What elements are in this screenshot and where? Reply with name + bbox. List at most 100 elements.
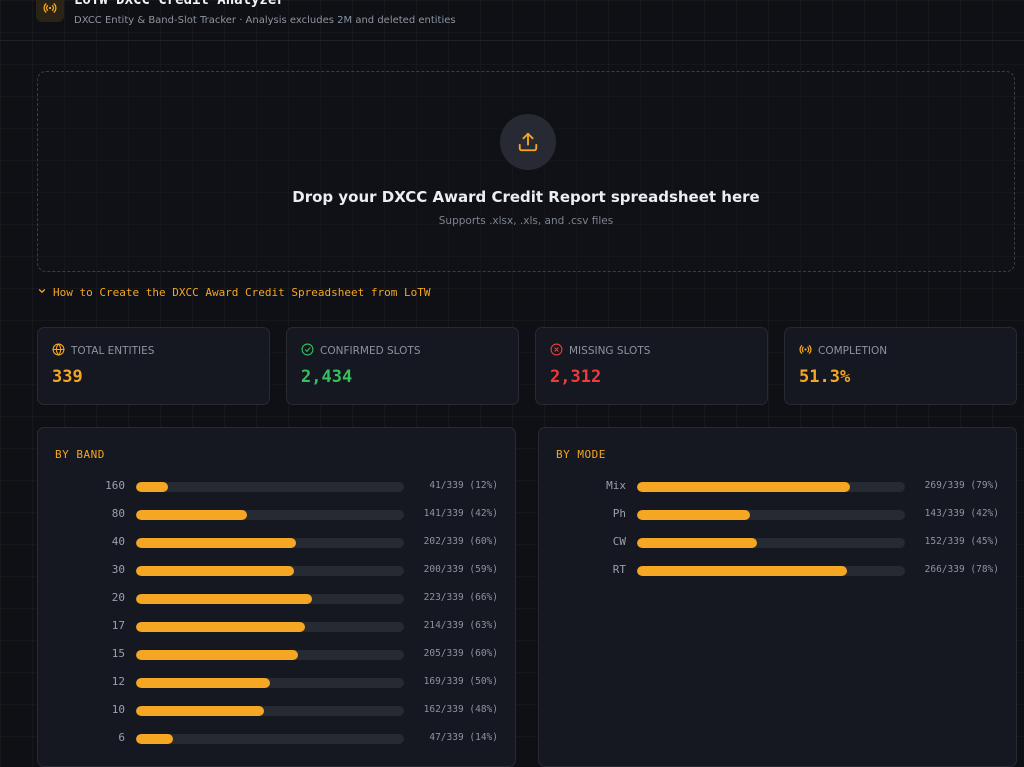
band-label: 15 <box>111 647 125 660</box>
progress-fill <box>136 566 295 576</box>
band-row: 17 214/339 (63%) <box>38 612 515 640</box>
panel-title: BY BAND <box>55 448 105 461</box>
stat-label: COMPLETION <box>818 345 888 357</box>
mode-count: 269/339 (79%) <box>924 480 999 491</box>
stat-label: MISSING SLOTS <box>569 345 651 357</box>
band-row: 20 223/339 (66%) <box>38 584 515 612</box>
mode-count: 143/339 (42%) <box>924 508 999 519</box>
stat-label: TOTAL ENTITIES <box>71 345 155 357</box>
band-rows: 160 41/339 (12%) 80 141/339 (42%) 40 202/339 … <box>38 472 515 752</box>
progress-track <box>136 594 404 604</box>
progress-track <box>136 566 404 576</box>
progress-fill <box>637 510 751 520</box>
progress-track <box>136 678 404 688</box>
mode-label: Ph <box>612 507 626 520</box>
progress-fill <box>136 482 169 492</box>
stat-value: 2,434 <box>301 367 353 387</box>
mode-label: Mix <box>606 479 626 492</box>
band-row: 15 205/339 (60%) <box>38 640 515 668</box>
progress-fill <box>136 538 296 548</box>
mode-count: 266/339 (78%) <box>924 564 999 575</box>
band-count: 223/339 (66%) <box>423 592 498 603</box>
progress-fill <box>136 594 313 604</box>
band-count: 205/339 (60%) <box>423 648 498 659</box>
by-band-panel: BY BAND 160 41/339 (12%) 80 141/339 (42%) 40… <box>37 427 516 767</box>
progress-track <box>136 706 404 716</box>
chevron-down-icon <box>37 286 47 299</box>
panel-title: BY MODE <box>556 448 606 461</box>
x-circle-icon <box>550 343 563 359</box>
band-count: 169/339 (50%) <box>423 676 498 687</box>
stat-card-confirmed-slots: CONFIRMED SLOTS 2,434 <box>286 327 519 405</box>
band-label: 20 <box>111 591 125 604</box>
mode-row: CW 152/339 (45%) <box>539 528 1016 556</box>
stat-value: 339 <box>52 367 83 387</box>
band-label: 40 <box>111 535 125 548</box>
stat-value: 2,312 <box>550 367 602 387</box>
progress-fill <box>637 482 850 492</box>
band-count: 214/339 (63%) <box>423 620 498 631</box>
stat-card-total-entities: TOTAL ENTITIES 339 <box>37 327 270 405</box>
mode-row: RT 266/339 (78%) <box>539 556 1016 584</box>
mode-label: RT <box>612 563 626 576</box>
progress-track <box>136 538 404 548</box>
dropzone-title: Drop your DXCC Award Credit Report sprea… <box>292 188 760 206</box>
progress-fill <box>136 622 306 632</box>
band-row: 6 47/339 (14%) <box>38 724 515 752</box>
band-label: 17 <box>111 619 125 632</box>
progress-fill <box>136 510 248 520</box>
app-header: LoTW DXCC Credit Analyzer DXCC Entity & … <box>0 0 1024 41</box>
upload-icon <box>500 114 556 170</box>
mode-count: 152/339 (45%) <box>924 536 999 547</box>
band-row: 12 169/339 (50%) <box>38 668 515 696</box>
mode-rows: Mix 269/339 (79%) Ph 143/339 (42%) CW 152/339… <box>539 472 1016 584</box>
by-mode-panel: BY MODE Mix 269/339 (79%) Ph 143/339 (42%) C… <box>538 427 1017 767</box>
band-row: 40 202/339 (60%) <box>38 528 515 556</box>
band-count: 162/339 (48%) <box>423 704 498 715</box>
mode-label: CW <box>612 535 626 548</box>
file-dropzone[interactable]: Drop your DXCC Award Credit Report sprea… <box>37 71 1015 272</box>
band-label: 30 <box>111 563 125 576</box>
progress-track <box>637 510 905 520</box>
band-count: 41/339 (12%) <box>429 480 498 491</box>
stat-card-missing-slots: MISSING SLOTS 2,312 <box>535 327 768 405</box>
check-circle-icon <box>301 343 314 359</box>
progress-fill <box>637 566 848 576</box>
howto-label: How to Create the DXCC Award Credit Spre… <box>53 286 431 299</box>
band-label: 80 <box>111 507 125 520</box>
dropzone-subtitle: Supports .xlsx, .xls, and .csv files <box>438 215 614 227</box>
progress-fill <box>136 706 265 716</box>
progress-fill <box>136 734 174 744</box>
globe-icon <box>52 343 65 359</box>
progress-track <box>637 538 905 548</box>
mode-row: Mix 269/339 (79%) <box>539 472 1016 500</box>
band-row: 10 162/339 (48%) <box>38 696 515 724</box>
band-count: 47/339 (14%) <box>429 732 498 743</box>
radio-signal-icon <box>799 343 812 359</box>
progress-track <box>136 510 404 520</box>
band-row: 30 200/339 (59%) <box>38 556 515 584</box>
progress-track <box>136 650 404 660</box>
app-title: LoTW DXCC Credit Analyzer <box>74 0 285 8</box>
progress-fill <box>136 678 270 688</box>
band-count: 202/339 (60%) <box>423 536 498 547</box>
progress-track <box>637 482 905 492</box>
progress-fill <box>136 650 299 660</box>
progress-track <box>136 482 404 492</box>
stat-value: 51.3% <box>799 367 851 387</box>
radio-signal-icon <box>36 0 64 22</box>
band-row: 80 141/339 (42%) <box>38 500 515 528</box>
band-count: 141/339 (42%) <box>423 508 498 519</box>
stat-card-completion: COMPLETION 51.3% <box>784 327 1017 405</box>
app-subtitle: DXCC Entity & Band-Slot Tracker · Analys… <box>74 15 456 26</box>
howto-toggle[interactable]: How to Create the DXCC Award Credit Spre… <box>37 286 431 299</box>
progress-track <box>136 622 404 632</box>
band-label: 6 <box>118 731 125 744</box>
progress-track <box>136 734 404 744</box>
band-label: 160 <box>105 479 125 492</box>
progress-track <box>637 566 905 576</box>
mode-row: Ph 143/339 (42%) <box>539 500 1016 528</box>
band-count: 200/339 (59%) <box>423 564 498 575</box>
band-label: 12 <box>111 675 125 688</box>
band-row: 160 41/339 (12%) <box>38 472 515 500</box>
